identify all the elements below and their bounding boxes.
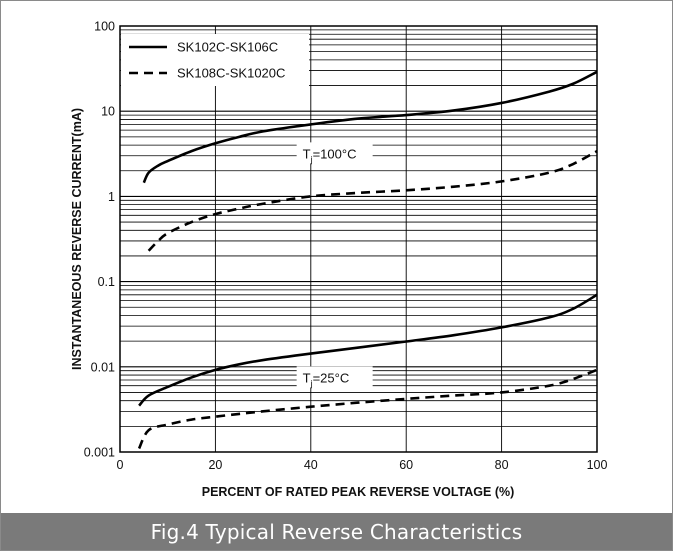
y-tick-label: 1 <box>108 190 115 204</box>
temperature-annotation: Tj=100°C <box>303 146 357 164</box>
figure-caption: Fig.4 Typical Reverse Characteristics <box>150 519 523 544</box>
x-tick-label: 60 <box>399 458 413 472</box>
series-curve <box>138 293 598 407</box>
temperature-annotation: Tj=25°C <box>303 370 350 388</box>
legend-label: SK108C-SK1020C <box>177 66 285 81</box>
x-tick-label: 40 <box>304 458 318 472</box>
x-tick-label: 100 <box>587 458 608 472</box>
y-tick-label: 10 <box>101 105 115 119</box>
annotation-bg <box>296 142 373 164</box>
x-tick-label: 0 <box>117 458 124 472</box>
legend-box <box>121 34 309 86</box>
y-tick-label: 0.1 <box>98 275 115 289</box>
series-curve <box>137 368 598 450</box>
annotation-bg <box>296 366 373 388</box>
x-axis-label: PERCENT OF RATED PEAK REVERSE VOLTAGE (%… <box>202 485 515 499</box>
y-axis-label: INSTANTANEOUS REVERSE CURRENT(mA) <box>70 108 84 370</box>
x-tick-label: 20 <box>208 458 222 472</box>
y-tick-label: 0.001 <box>84 446 115 460</box>
series-curve <box>142 70 598 184</box>
plot-area-border <box>119 25 598 453</box>
figure-caption-bar: Fig.4 Typical Reverse Characteristics <box>1 513 672 550</box>
legend: SK102C-SK106C SK108C-SK1020C <box>121 34 309 86</box>
annotations-layer: Tj=100°C Tj=25°C <box>296 142 373 388</box>
y-tick-label: 0.01 <box>91 360 115 374</box>
curves-layer <box>137 70 598 450</box>
legend-label: SK102C-SK106C <box>177 40 278 55</box>
y-tick-label: 100 <box>94 20 115 34</box>
tick-labels-layer: 0 20 40 60 80 100 0.001 0.01 0.1 1 10 100 <box>84 20 608 473</box>
grid-layer <box>119 26 598 453</box>
x-tick-label: 80 <box>495 458 509 472</box>
series-curve <box>147 149 598 252</box>
